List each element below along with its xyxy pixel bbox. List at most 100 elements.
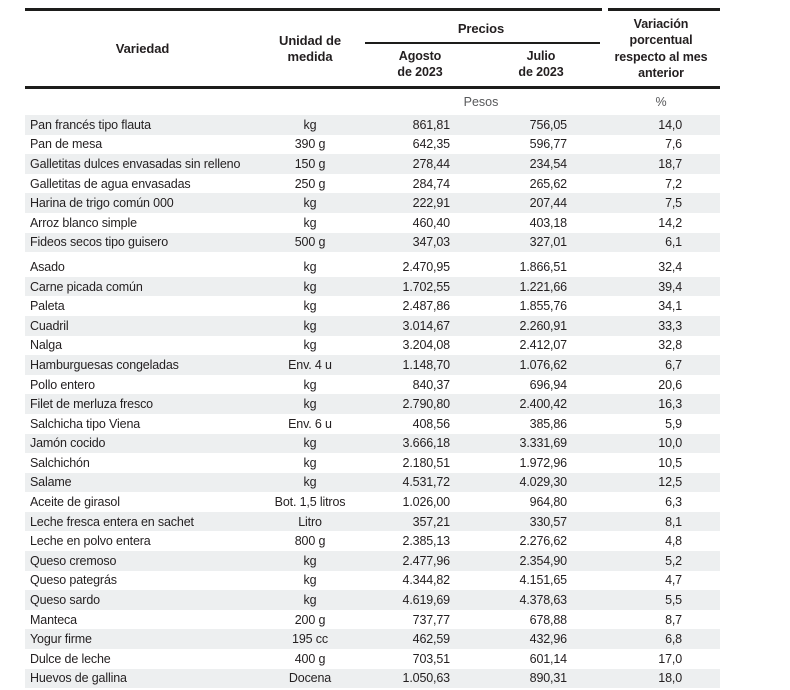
variacion-cell: 6,3 — [665, 495, 682, 510]
variedad-cell: Hamburguesas congeladas — [30, 357, 179, 372]
variedad-cell: Filet de merluza fresco — [30, 397, 153, 412]
variacion-cell: 8,7 — [665, 612, 682, 627]
unidad-cell: 500 g — [294, 235, 326, 250]
agosto-cell: 284,74 — [412, 176, 450, 191]
table-row: Yogur firme 195 cc 462,59 432,96 6,8 — [25, 629, 720, 650]
table-row: Leche en polvo entera 800 g 2.385,13 2.276,… — [25, 531, 720, 551]
julio-cell: 890,31 — [529, 671, 567, 686]
table-row: Pollo entero kg 840,37 696,94 20,6 — [25, 375, 720, 395]
variacion-cell: 16,3 — [658, 397, 682, 412]
variedad-cell: Leche fresca entera en sachet — [30, 514, 194, 529]
agosto-cell: 4.531,72 — [402, 475, 451, 490]
table-row: Carne picada común kg 1.702,55 1.221,66 39,4 — [25, 276, 720, 297]
julio-cell: 678,88 — [529, 612, 567, 627]
header-precios: Precios — [457, 21, 505, 36]
unidad-cell: Litro — [298, 514, 322, 529]
table-row: Huevos de gallina Docena 1.050,63 890,31 18,… — [25, 668, 720, 689]
agosto-cell: 3.204,08 — [402, 338, 451, 353]
unidad-cell: Docena — [288, 671, 332, 686]
agosto-cell: 2.180,51 — [402, 455, 451, 470]
variacion-cell: 20,6 — [658, 377, 682, 392]
julio-cell: 327,01 — [529, 235, 567, 250]
agosto-cell: 357,21 — [412, 514, 450, 529]
variedad-cell: Yogur firme — [30, 632, 92, 647]
unidad-cell: kg — [303, 117, 317, 132]
variedad-cell: Salchichón — [30, 455, 90, 470]
variacion-cell: 7,6 — [665, 137, 682, 152]
agosto-cell: 2.487,86 — [402, 299, 451, 314]
variacion-cell: 8,1 — [665, 514, 682, 529]
variacion-cell: 6,8 — [665, 632, 682, 647]
unidad-cell: kg — [303, 318, 317, 333]
variacion-cell: 10,0 — [658, 436, 682, 451]
unidad-cell: 390 g — [294, 137, 326, 152]
variacion-cell: 6,7 — [665, 357, 682, 372]
variedad-cell: Pollo entero — [30, 377, 95, 392]
variacion-cell: 18,0 — [658, 671, 682, 686]
agosto-cell: 222,91 — [412, 196, 450, 211]
julio-cell: 2.400,42 — [519, 397, 568, 412]
agosto-cell: 1.702,55 — [402, 279, 451, 294]
agosto-cell: 703,51 — [412, 651, 450, 666]
agosto-cell: 3.666,18 — [402, 436, 451, 451]
variedad-cell: Arroz blanco simple — [30, 215, 137, 230]
table-row: Salame kg 4.531,72 4.029,30 12,5 — [25, 472, 720, 493]
table-row: Filet de merluza fresco kg 2.790,80 2.400,4… — [25, 394, 720, 414]
variacion-cell: 18,7 — [658, 156, 682, 171]
header-variedad: Variedad — [115, 40, 170, 56]
header-unidad-de-medida: Unidad de medida — [279, 32, 341, 64]
variacion-cell: 32,4 — [658, 259, 682, 274]
variacion-cell: 14,2 — [658, 215, 682, 230]
variedad-cell: Galletitas dulces envasadas sin relleno — [30, 156, 241, 171]
table-row: Leche fresca entera en sachet Litro 357,21… — [25, 511, 720, 532]
variacion-cell: 5,9 — [665, 416, 682, 431]
table-row: Cuadril kg 3.014,67 2.260,91 33,3 — [25, 315, 720, 336]
unidad-cell: Bot. 1,5 litros — [274, 495, 346, 510]
unidad-cell: kg — [303, 397, 317, 412]
agosto-cell: 4.344,82 — [402, 573, 451, 588]
table-row: Manteca 200 g 737,77 678,88 8,7 — [25, 610, 720, 630]
header-julio-2023: Julio de 2023 — [518, 49, 564, 80]
julio-cell: 1.972,96 — [519, 455, 568, 470]
agosto-cell: 2.477,96 — [402, 553, 451, 568]
unidad-cell: kg — [303, 593, 317, 608]
julio-cell: 403,18 — [529, 215, 567, 230]
header-variacion-porcentual: Variación porcentual respecto al mes ant… — [614, 17, 708, 80]
unidad-cell: kg — [303, 338, 317, 353]
unidad-cell: kg — [303, 553, 317, 568]
variedad-cell: Galletitas de agua envasadas — [30, 176, 191, 191]
table-row: Hamburguesas congeladas Env. 4 u 1.148,70 1… — [25, 355, 720, 375]
agosto-cell: 1.148,70 — [402, 357, 451, 372]
header-agosto-2023: Agosto de 2023 — [397, 49, 443, 80]
variedad-cell: Salame — [30, 475, 72, 490]
agosto-cell: 278,44 — [412, 156, 450, 171]
unidad-cell: kg — [303, 475, 317, 490]
julio-cell: 4.029,30 — [519, 475, 568, 490]
unidad-cell: Env. 6 u — [288, 416, 332, 431]
unidad-cell: kg — [303, 436, 317, 451]
table-subheader: Pesos % — [25, 89, 720, 115]
variacion-cell: 39,4 — [658, 279, 682, 294]
variacion-cell: 7,5 — [665, 196, 682, 211]
julio-cell: 1.221,66 — [519, 279, 568, 294]
subheader-percent: % — [655, 95, 667, 109]
unidad-cell: 400 g — [294, 651, 326, 666]
variacion-cell: 6,1 — [665, 235, 682, 250]
julio-cell: 2.260,91 — [519, 318, 568, 333]
table-row: Paleta kg 2.487,86 1.855,76 34,1 — [25, 296, 720, 316]
variedad-cell: Huevos de gallina — [30, 671, 127, 686]
unidad-cell: Env. 4 u — [288, 357, 332, 372]
unidad-cell: 195 cc — [292, 632, 328, 647]
variedad-cell: Manteca — [30, 612, 77, 627]
variedad-cell: Salchicha tipo Viena — [30, 416, 141, 431]
agosto-cell: 1.026,00 — [402, 495, 451, 510]
julio-cell: 596,77 — [529, 137, 567, 152]
header-precios-group: Precios Agosto de 2023 Julio de 2023 — [360, 11, 602, 86]
variacion-cell: 17,0 — [658, 651, 682, 666]
julio-cell: 3.331,69 — [519, 436, 568, 451]
table-header: Variedad Unidad de medida Precios Agosto… — [25, 11, 720, 86]
julio-cell: 4.151,65 — [519, 573, 568, 588]
variedad-cell: Harina de trigo común 000 — [30, 196, 174, 211]
table-row: Pan de mesa 390 g 642,35 596,77 7,6 — [25, 135, 720, 155]
unidad-cell: kg — [303, 259, 317, 274]
